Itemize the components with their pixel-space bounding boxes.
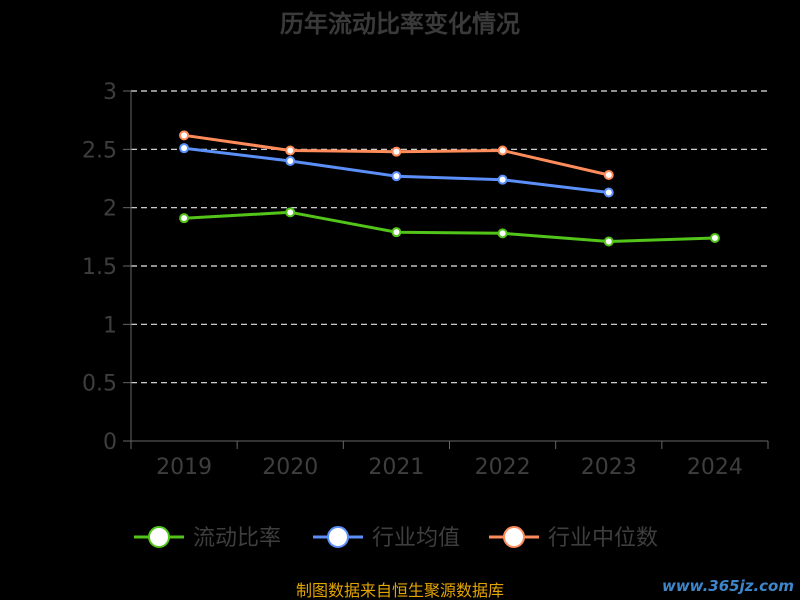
legend-label: 流动比率 (193, 526, 281, 551)
data-point (497, 174, 508, 185)
legend-marker (327, 526, 349, 548)
series-group (179, 143, 614, 198)
data-point (391, 146, 402, 157)
x-tick-label: 2021 (368, 455, 424, 480)
data-point (391, 171, 402, 182)
x-tick-label: 2023 (581, 455, 637, 480)
data-point (285, 156, 296, 166)
x-tick-label: 2019 (156, 455, 212, 480)
legend-label: 行业中位数 (548, 526, 658, 551)
chart-title: 历年流动比率变化情况 (280, 10, 520, 38)
data-point (391, 227, 402, 238)
legend-marker (503, 526, 525, 548)
y-tick-label: 0 (103, 430, 117, 455)
y-tick-labels: 0 0.5 1 1.5 2 2.5 3 (82, 80, 117, 455)
x-tick-label: 2024 (687, 455, 743, 480)
series-lines (179, 130, 720, 247)
data-source-label: 制图数据来自恒生聚源数据库 (296, 581, 504, 600)
legend-label: 行业均值 (372, 526, 460, 551)
data-point (603, 170, 614, 180)
data-point (497, 145, 508, 156)
data-point (603, 187, 614, 198)
watermark: www.365jz.com (662, 577, 794, 595)
axes (130, 91, 768, 442)
y-tick-label: 3 (103, 80, 117, 105)
data-point (497, 228, 508, 239)
series-group (179, 207, 720, 247)
y-tick-label: 1 (103, 313, 117, 338)
y-tick-label: 0.5 (82, 372, 117, 397)
y-tick-label: 2.5 (82, 138, 117, 163)
data-point (709, 233, 720, 243)
data-point (179, 130, 190, 141)
y-tick-label: 2 (103, 197, 117, 222)
data-point (179, 213, 190, 224)
data-point (603, 236, 614, 247)
data-point (285, 207, 296, 218)
x-tick-labels: 2019 2020 2021 2022 2023 2024 (156, 455, 743, 480)
grid-lines (123, 90, 769, 449)
legend-item: 行业均值 (313, 526, 460, 551)
data-point (179, 143, 190, 154)
x-tick-label: 2020 (262, 455, 318, 480)
legend: 流动比率 行业均值 行业中位数 (134, 526, 658, 551)
data-point (285, 145, 296, 156)
legend-item: 行业中位数 (489, 526, 658, 551)
legend-item: 流动比率 (134, 526, 281, 551)
series-group (179, 130, 614, 180)
y-tick-label: 1.5 (82, 255, 117, 280)
legend-marker (148, 526, 170, 548)
series-line (182, 210, 717, 243)
x-tick-label: 2022 (475, 455, 531, 480)
